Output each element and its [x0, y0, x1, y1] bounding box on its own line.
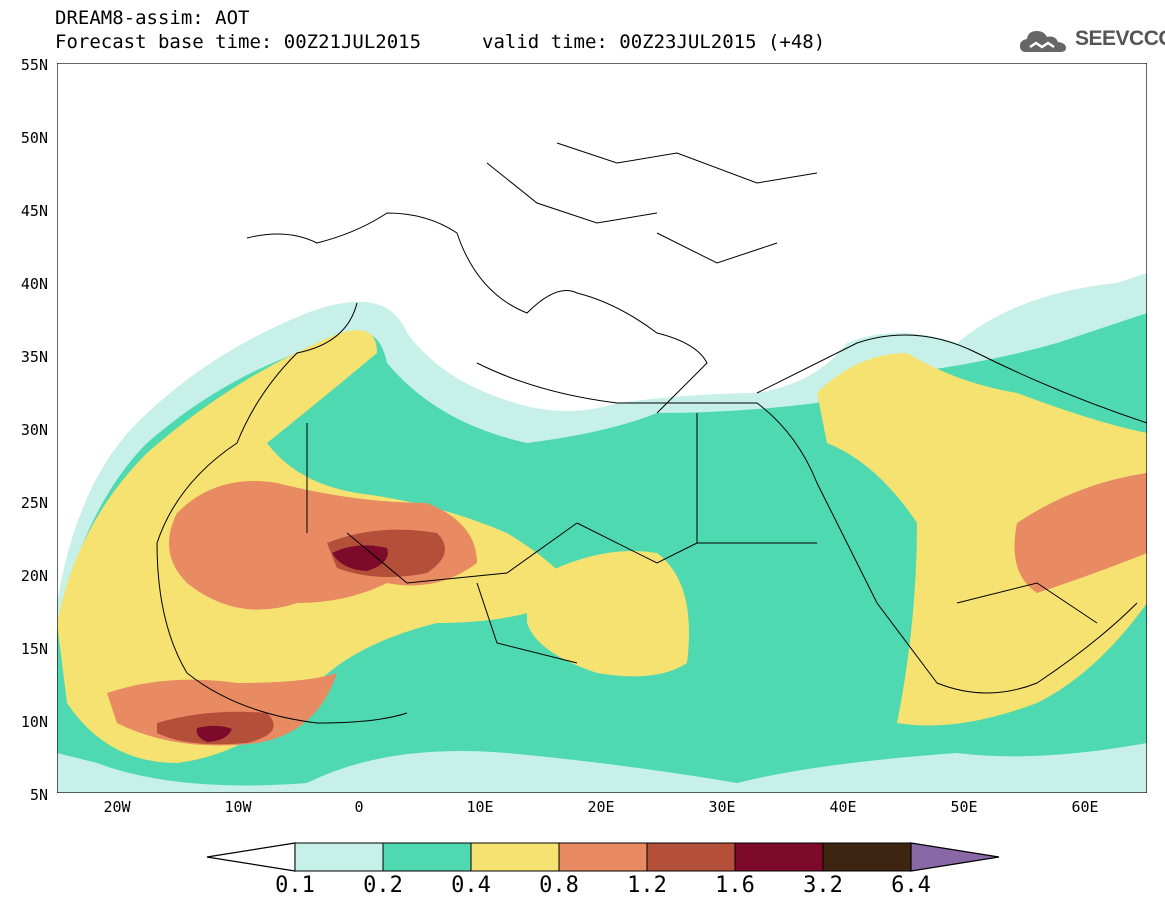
colorbar-segment [822, 842, 912, 872]
lat-label: 35N [20, 348, 48, 366]
lat-label: 30N [20, 421, 48, 439]
lon-label: 10E [466, 798, 494, 816]
colorbar-label: 0.2 [363, 873, 403, 898]
valid-time: valid time: 00Z23JUL2015 (+48) [482, 31, 826, 53]
colorbar-label: 1.6 [715, 873, 755, 898]
colorbar-segment [646, 842, 736, 872]
colorbar-min-arrow [206, 842, 296, 872]
lon-label: 50E [950, 798, 978, 816]
lon-label: 0 [354, 798, 364, 816]
colorbar-label: 3.2 [803, 873, 843, 898]
lat-label: 25N [20, 494, 48, 512]
lat-label: 40N [20, 275, 48, 293]
colorbar-label: 0.1 [275, 873, 315, 898]
colorbar-segment [558, 842, 648, 872]
colorbar-max-arrow [910, 842, 1000, 872]
forecast-base-time: Forecast base time: 00Z21JUL2015 [55, 31, 422, 53]
map-title: DREAM8-assim: AOT [55, 7, 250, 29]
colorbar-segment [294, 842, 384, 872]
lon-label: 20W [103, 798, 131, 816]
colorbar-label: 6.4 [891, 873, 931, 898]
lon-label: 20E [587, 798, 615, 816]
colorbar-segment [382, 842, 472, 872]
colorbar-segment [734, 842, 824, 872]
colorbar [206, 842, 1000, 872]
lat-label: 20N [20, 567, 48, 585]
lat-label: 50N [20, 129, 48, 147]
lon-label: 10W [224, 798, 252, 816]
lon-label: 30E [708, 798, 736, 816]
colorbar-segment [470, 842, 560, 872]
lat-label: 45N [20, 202, 48, 220]
cloud-icon [1020, 31, 1066, 52]
lat-label: 10N [20, 713, 48, 731]
colorbar-label: 0.4 [451, 873, 491, 898]
colorbar-label: 0.8 [539, 873, 579, 898]
colorbar-label: 1.2 [627, 873, 667, 898]
aot-map [57, 63, 1147, 793]
lat-label: 55N [20, 56, 48, 74]
lon-label: 60E [1071, 798, 1099, 816]
lat-label: 15N [20, 640, 48, 658]
logo-text: SEEVCCC [1075, 27, 1165, 50]
lon-label: 40E [829, 798, 857, 816]
lat-label: 5N [29, 786, 48, 804]
